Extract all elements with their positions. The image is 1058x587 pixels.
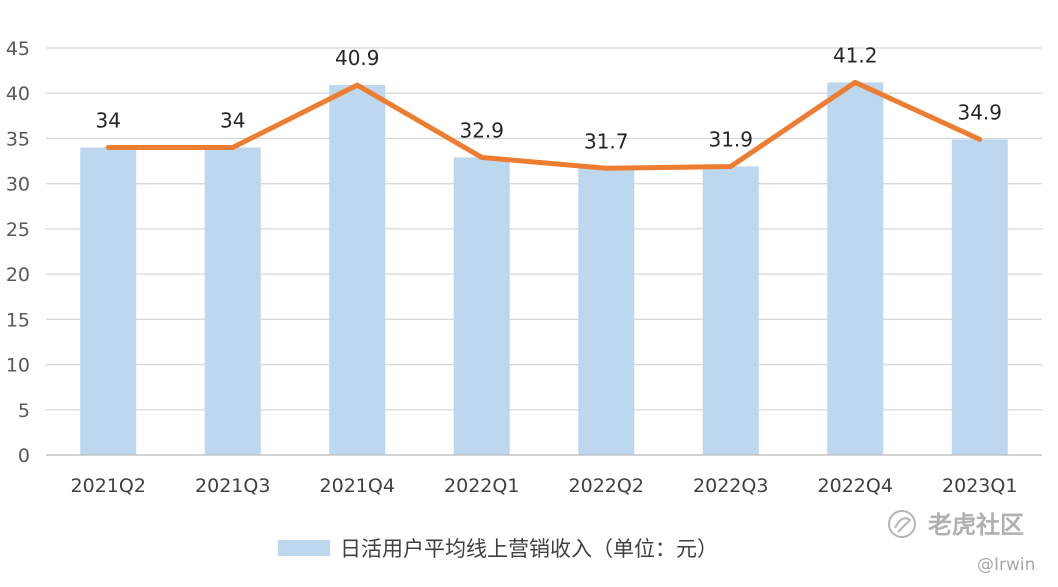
data-label: 31.9 [708, 127, 753, 151]
data-label: 34.9 [957, 100, 1002, 124]
data-label: 41.2 [833, 43, 878, 67]
legend-label: 日活用户平均线上营销收入（单位：元） [340, 537, 718, 561]
y-tick-label: 5 [18, 400, 30, 422]
bar [453, 157, 510, 455]
x-tick-label: 2022Q3 [693, 475, 768, 497]
bar [702, 166, 759, 455]
bar [329, 85, 386, 456]
watermark: 老虎社区 @Irwin [888, 510, 1035, 575]
y-tick-label: 45 [6, 38, 30, 60]
bar [578, 168, 635, 455]
y-tick-label: 35 [6, 128, 30, 150]
x-tick-label: 2022Q1 [444, 475, 519, 497]
data-label: 34 [96, 108, 121, 132]
data-label: 32.9 [459, 118, 504, 142]
data-label: 40.9 [335, 46, 380, 70]
y-tick-label: 20 [6, 264, 30, 286]
y-tick-label: 40 [6, 83, 30, 105]
x-axis: 2021Q2 2021Q3 2021Q4 2022Q1 2022Q2 2022Q3 2022… [46, 454, 1042, 497]
bar [204, 147, 261, 455]
bar [827, 82, 884, 455]
tiger-logo-icon [888, 510, 916, 538]
x-tick-label: 2023Q1 [942, 475, 1017, 497]
watermark-user: @Irwin [977, 555, 1035, 575]
y-tick-label: 10 [6, 355, 30, 377]
legend-swatch-bar [278, 540, 330, 556]
x-tick-label: 2022Q2 [569, 475, 644, 497]
bar [80, 147, 137, 455]
x-tick-label: 2021Q3 [195, 475, 270, 497]
x-tick-label: 2021Q2 [71, 475, 146, 497]
bars [80, 82, 1008, 456]
y-tick-label: 25 [6, 219, 30, 241]
y-tick-label: 0 [18, 445, 30, 467]
legend: 日活用户平均线上营销收入（单位：元） [278, 537, 718, 561]
bar [951, 139, 1008, 456]
gridlines [46, 47, 1042, 456]
y-axis: 0 5 10 15 20 25 30 35 40 45 [6, 38, 30, 467]
line-series [105, 79, 983, 171]
x-tick-label: 2022Q4 [818, 475, 893, 497]
y-tick-label: 30 [6, 174, 30, 196]
data-labels: 34 34 40.9 32.9 31.7 31.9 41.2 34.9 [96, 43, 1002, 153]
line-path [105, 79, 983, 171]
watermark-brand: 老虎社区 [928, 511, 1024, 539]
data-label: 31.7 [584, 129, 629, 153]
x-tick-label: 2021Q4 [320, 475, 395, 497]
data-label: 34 [220, 108, 245, 132]
y-tick-label: 15 [6, 309, 30, 331]
